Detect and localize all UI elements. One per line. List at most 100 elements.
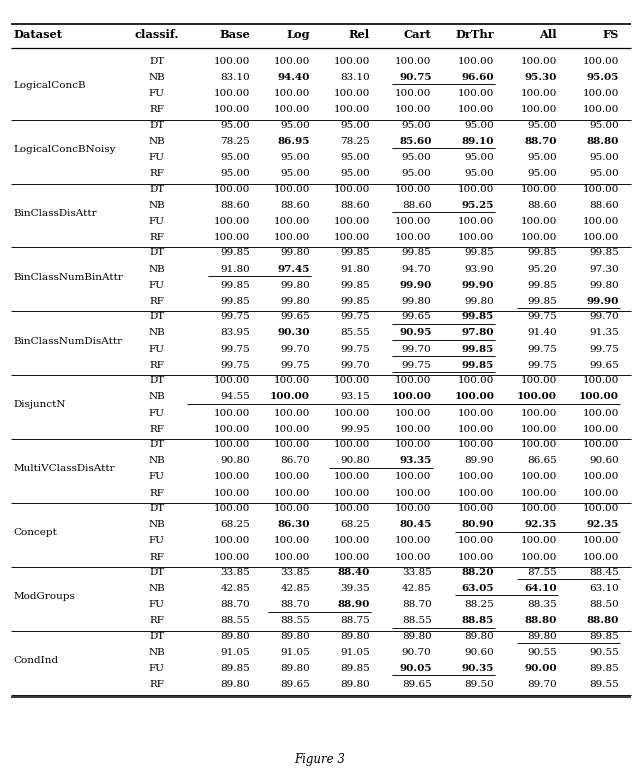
Text: Concept: Concept (13, 528, 57, 538)
Text: FU: FU (148, 153, 164, 162)
Text: 89.85: 89.85 (589, 664, 619, 673)
Text: 86.95: 86.95 (278, 137, 310, 146)
Text: FU: FU (148, 408, 164, 418)
Text: 91.05: 91.05 (280, 648, 310, 657)
Text: 42.85: 42.85 (402, 584, 431, 593)
Text: 100.00: 100.00 (579, 393, 619, 401)
Text: 97.80: 97.80 (461, 329, 494, 337)
Text: 88.35: 88.35 (527, 601, 557, 609)
Text: 100.00: 100.00 (582, 217, 619, 226)
Text: 100.00: 100.00 (458, 376, 494, 386)
Text: Log: Log (287, 29, 310, 40)
Text: 88.20: 88.20 (461, 568, 494, 577)
Text: 100.00: 100.00 (214, 440, 250, 449)
Text: 99.75: 99.75 (527, 344, 557, 354)
Text: 100.00: 100.00 (520, 57, 557, 65)
Text: 93.90: 93.90 (465, 265, 494, 273)
Text: RF: RF (149, 425, 164, 434)
Text: 100.00: 100.00 (274, 488, 310, 498)
Text: RF: RF (149, 169, 164, 178)
Text: FU: FU (148, 537, 164, 545)
Text: NB: NB (148, 456, 165, 465)
Text: 100.00: 100.00 (520, 504, 557, 513)
Text: 88.90: 88.90 (337, 601, 370, 609)
Text: NB: NB (148, 520, 165, 529)
Text: 100.00: 100.00 (333, 89, 370, 98)
Text: NB: NB (148, 393, 165, 401)
Text: 99.85: 99.85 (527, 249, 557, 257)
Text: 100.00: 100.00 (520, 425, 557, 434)
Text: RF: RF (149, 233, 164, 242)
Text: 99.85: 99.85 (340, 280, 370, 290)
Text: 97.45: 97.45 (278, 265, 310, 273)
Text: 86.65: 86.65 (527, 456, 557, 465)
Text: FU: FU (148, 217, 164, 226)
Text: DisjunctN: DisjunctN (13, 400, 66, 410)
Text: 100.00: 100.00 (582, 488, 619, 498)
Text: 95.25: 95.25 (462, 201, 494, 210)
Text: 97.30: 97.30 (589, 265, 619, 273)
Text: 99.85: 99.85 (340, 249, 370, 257)
Text: 94.70: 94.70 (402, 265, 431, 273)
Text: 89.80: 89.80 (280, 632, 310, 641)
Text: 100.00: 100.00 (395, 105, 431, 114)
Text: 100.00: 100.00 (458, 217, 494, 226)
Text: NB: NB (148, 329, 165, 337)
Text: 99.85: 99.85 (221, 297, 250, 306)
Text: 100.00: 100.00 (458, 537, 494, 545)
Text: 100.00: 100.00 (333, 408, 370, 418)
Text: 100.00: 100.00 (582, 185, 619, 193)
Text: 78.25: 78.25 (340, 137, 370, 146)
Text: 99.85: 99.85 (402, 249, 431, 257)
Text: 100.00: 100.00 (274, 504, 310, 513)
Text: 90.00: 90.00 (524, 664, 557, 673)
Text: 100.00: 100.00 (458, 57, 494, 65)
Text: 88.80: 88.80 (586, 616, 619, 626)
Text: 100.00: 100.00 (274, 105, 310, 114)
Text: 95.00: 95.00 (527, 153, 557, 162)
Text: 100.00: 100.00 (582, 537, 619, 545)
Text: 100.00: 100.00 (333, 537, 370, 545)
Text: 100.00: 100.00 (274, 408, 310, 418)
Text: 99.70: 99.70 (402, 344, 431, 354)
Text: 100.00: 100.00 (458, 408, 494, 418)
Text: 91.35: 91.35 (589, 329, 619, 337)
Text: RF: RF (149, 488, 164, 498)
Text: 100.00: 100.00 (214, 89, 250, 98)
Text: 99.85: 99.85 (462, 344, 494, 354)
Text: Figure 3: Figure 3 (294, 753, 346, 767)
Text: DT: DT (149, 249, 164, 257)
Text: 100.00: 100.00 (270, 393, 310, 401)
Text: Cart: Cart (404, 29, 431, 40)
Text: Base: Base (220, 29, 250, 40)
Text: 100.00: 100.00 (520, 408, 557, 418)
Text: 88.60: 88.60 (527, 201, 557, 210)
Text: 95.00: 95.00 (221, 121, 250, 129)
Text: 100.00: 100.00 (214, 105, 250, 114)
Text: 99.75: 99.75 (280, 361, 310, 370)
Text: NB: NB (148, 137, 165, 146)
Text: 99.65: 99.65 (402, 312, 431, 321)
Text: 94.55: 94.55 (221, 393, 250, 401)
Text: 88.55: 88.55 (402, 616, 431, 626)
Text: 100.00: 100.00 (517, 393, 557, 401)
Text: 100.00: 100.00 (274, 440, 310, 449)
Text: 100.00: 100.00 (520, 233, 557, 242)
Text: 100.00: 100.00 (333, 472, 370, 481)
Text: 99.75: 99.75 (340, 312, 370, 321)
Text: 100.00: 100.00 (458, 425, 494, 434)
Text: 91.40: 91.40 (527, 329, 557, 337)
Text: All: All (540, 29, 557, 40)
Text: 99.85: 99.85 (462, 361, 494, 370)
Text: ModGroups: ModGroups (13, 592, 76, 601)
Text: 100.00: 100.00 (214, 552, 250, 562)
Text: 99.70: 99.70 (280, 344, 310, 354)
Text: 100.00: 100.00 (458, 440, 494, 449)
Text: 99.80: 99.80 (465, 297, 494, 306)
Text: 89.85: 89.85 (589, 632, 619, 641)
Text: 100.00: 100.00 (274, 89, 310, 98)
Text: DT: DT (149, 504, 164, 513)
Text: RF: RF (149, 297, 164, 306)
Text: 100.00: 100.00 (395, 233, 431, 242)
Text: 87.55: 87.55 (527, 568, 557, 577)
